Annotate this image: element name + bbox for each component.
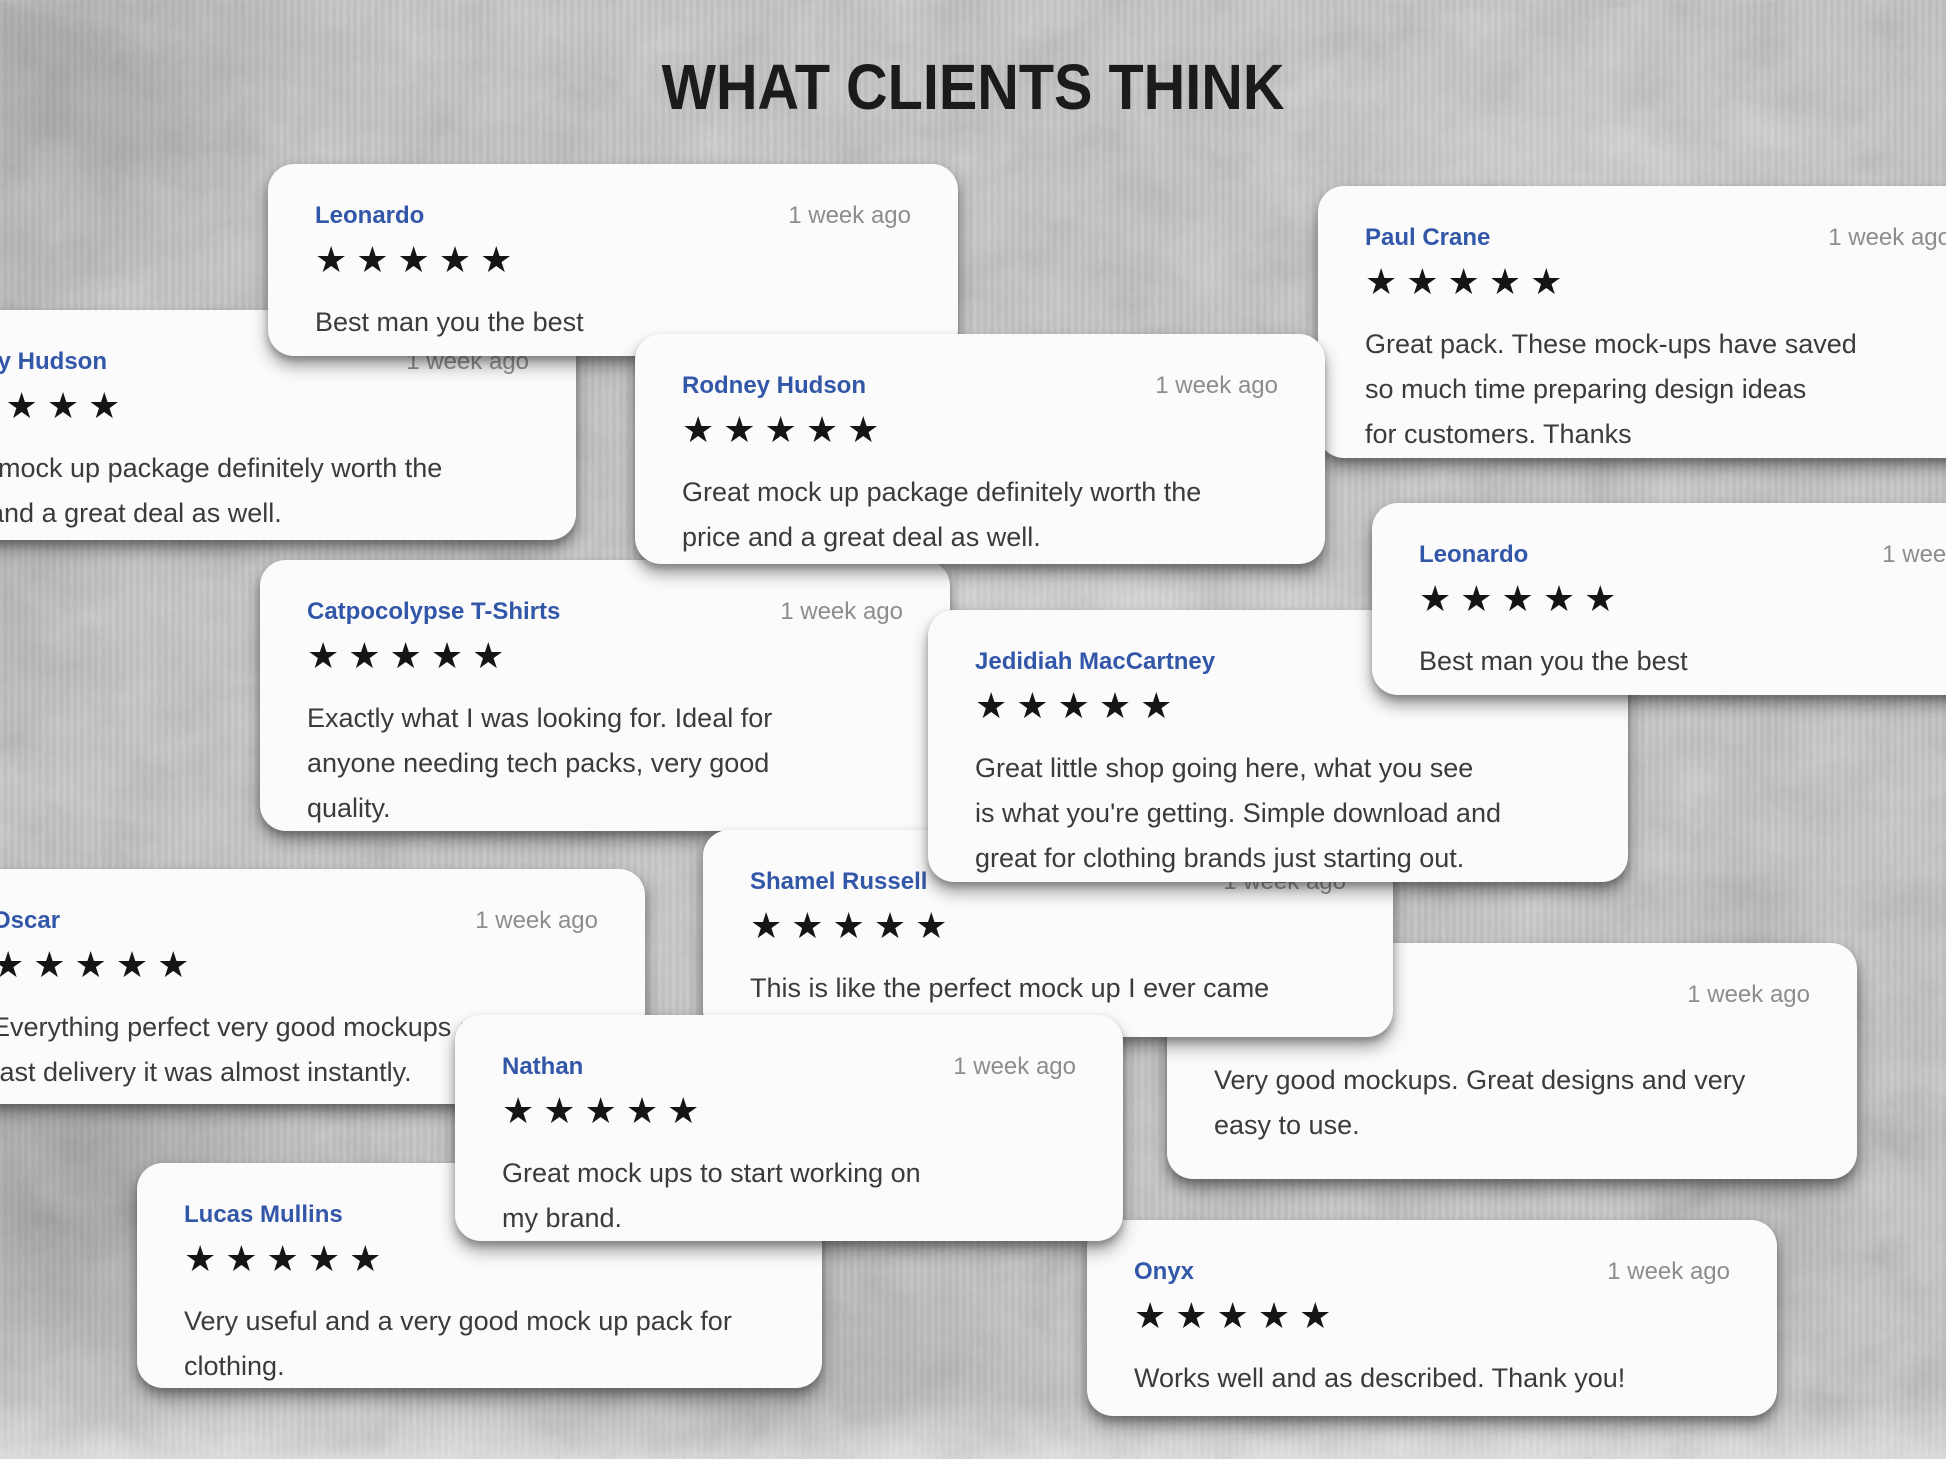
review-card-header: Leonardo 1 week ago [315,202,911,230]
review-card-catpocolypse: Catpocolypse T-Shirts 1 week ago ★★★★★ E… [260,560,950,831]
review-card-header: Nathan 1 week ago [502,1053,1076,1081]
star-rating: ★★★★★ [307,635,514,676]
reviewer-name[interactable]: Paul Crane [1365,224,1491,251]
review-card-nathan: Nathan 1 week ago ★★★★★ Great mock ups t… [455,1015,1123,1241]
review-timestamp: 1 week ago [1828,224,1946,251]
star-rating: ★★★★★ [184,1238,391,1279]
star-rating: ★★★★★ [315,239,522,280]
star-rating: ★★★★★ [0,385,130,426]
review-timestamp: 1 week ago [1687,981,1810,1008]
review-timestamp: 1 week ago [1882,541,1946,568]
review-card-onyx: Onyx 1 week ago ★★★★★ Works well and as … [1087,1220,1777,1416]
review-text: Great pack. These mock-ups have saved so… [1365,329,1857,449]
reviewer-name[interactable]: Rodney Hudson [0,348,107,375]
review-card-leonardo-right: Leonardo 1 week ago ★★★★★ Best man you t… [1372,503,1946,695]
reviewer-name[interactable]: Onyx [1134,1258,1195,1285]
review-card-paul-crane: Paul Crane 1 week ago ★★★★★ Great pack. … [1318,186,1946,458]
review-timestamp: 1 week ago [780,598,903,625]
reviewer-name[interactable]: Rodney Hudson [682,372,866,399]
review-card-header: Oscar 1 week ago [0,907,598,935]
reviewer-name[interactable]: Lucas Mullins [184,1201,343,1228]
review-text: Exactly what I was looking for. Ideal fo… [307,703,773,823]
review-card-header: Paul Crane 1 week ago [1365,224,1946,252]
review-card-header: Rodney Hudson 1 week ago [682,372,1278,400]
reviewer-name[interactable]: Leonardo [1419,541,1529,568]
star-rating: ★★★★★ [1419,578,1626,619]
star-rating: ★★★★★ [1365,261,1572,302]
review-text: Very good mockups. Great designs and ver… [1214,1065,1746,1140]
review-timestamp: 1 week ago [1155,372,1278,399]
review-card-leonardo-top: Leonardo 1 week ago ★★★★★ Best man you t… [268,164,958,356]
reviewer-name[interactable]: Nathan [502,1053,584,1080]
review-timestamp: 1 week ago [1607,1258,1730,1285]
review-card-header: Leonardo 1 week ago [1419,541,1946,569]
review-card-header: Onyx 1 week ago [1134,1258,1730,1286]
reviewer-name[interactable]: Catpocolypse T-Shirts [307,598,561,625]
page-title: WHAT CLIENTS THINK [661,51,1285,123]
review-timestamp: 1 week ago [475,907,598,934]
review-card-rodney-hudson: Rodney Hudson 1 week ago ★★★★★ Great moc… [635,334,1325,564]
review-text: Works well and as described. Thank you! [1134,1363,1626,1393]
review-text: Great mock up package definitely worth t… [682,477,1202,552]
review-card-header: Catpocolypse T-Shirts 1 week ago [307,598,903,626]
star-rating: ★★★★★ [682,409,889,450]
review-text: Great mock ups to start working on my br… [502,1158,921,1233]
reviewer-name[interactable]: Shamel Russell [750,868,928,895]
review-timestamp: 1 week ago [953,1053,1076,1080]
review-text: Great mock up package definitely worth t… [0,453,443,528]
star-rating: ★★★★★ [0,944,199,985]
reviewer-name[interactable]: Leonardo [315,202,425,229]
review-text: Great little shop going here, what you s… [975,753,1501,873]
star-rating: ★★★★★ [502,1090,709,1131]
review-timestamp: 1 week ago [788,202,911,229]
review-text: Very useful and a very good mock up pack… [184,1306,732,1381]
star-rating: ★★★★★ [750,905,957,946]
reviewer-name[interactable]: Oscar [0,907,61,934]
review-text: Best man you the best [1419,646,1688,676]
star-rating: ★★★★★ [1134,1295,1341,1336]
reviewer-name[interactable]: Jedidiah MacCartney [975,648,1216,675]
